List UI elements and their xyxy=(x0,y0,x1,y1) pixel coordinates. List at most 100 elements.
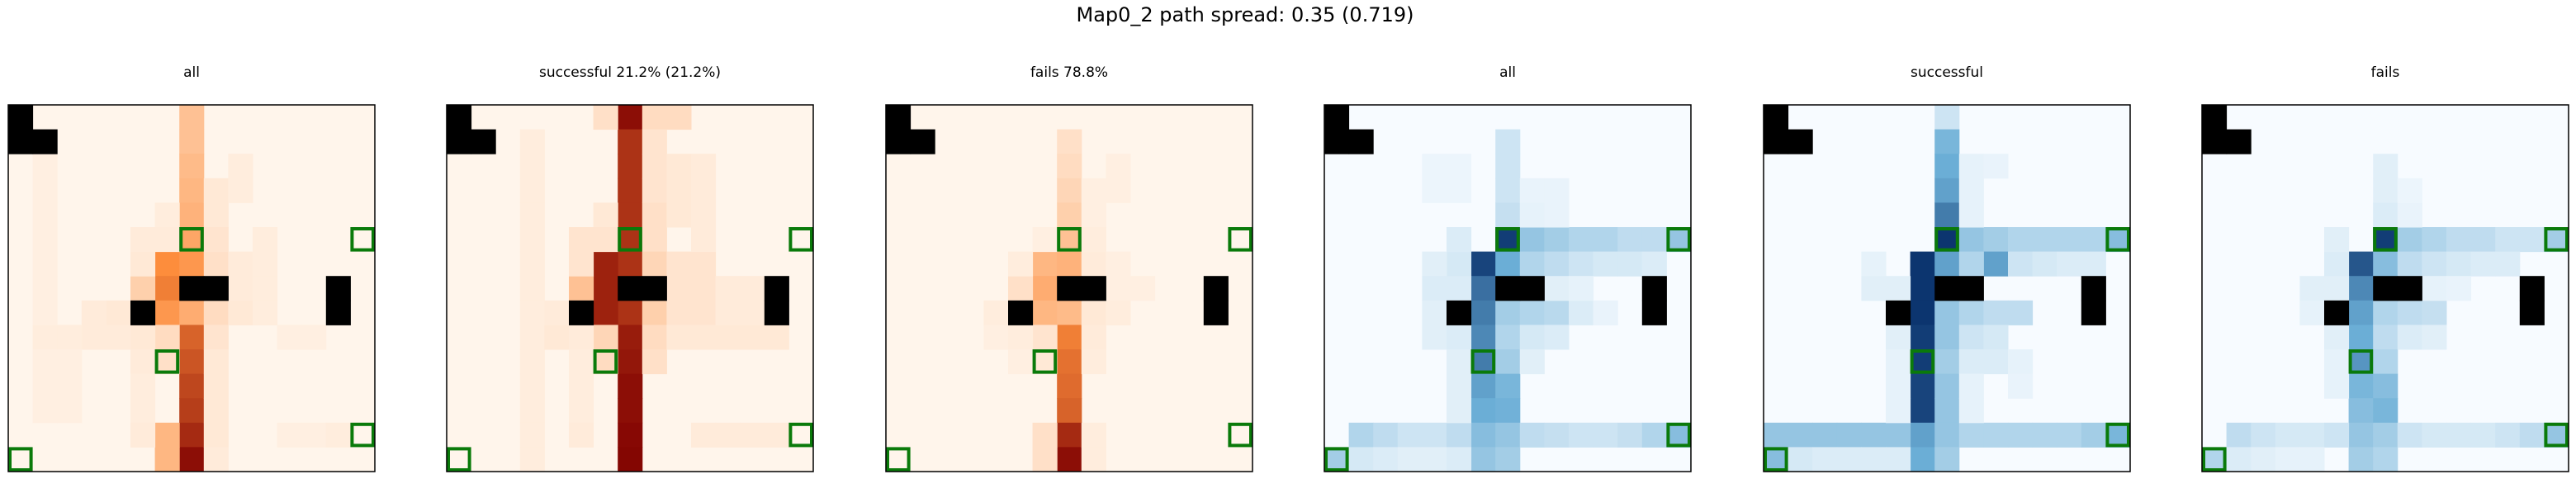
heatmap-cell xyxy=(130,422,156,448)
heatmap-cell xyxy=(1983,300,2009,325)
heatmap-cell xyxy=(154,251,180,277)
heatmap-cell xyxy=(1934,202,1960,228)
heatmap-cell xyxy=(2299,447,2325,472)
heatmap-cell xyxy=(1447,276,1472,301)
heatmap-cell xyxy=(519,251,545,277)
heatmap-cell xyxy=(519,276,545,301)
heatmap-cell xyxy=(203,227,229,253)
heatmap-cell xyxy=(2397,422,2422,448)
heatmap-cell xyxy=(1519,251,1545,277)
heatmap-cell xyxy=(1519,349,1545,375)
heatmap-cell xyxy=(1495,300,1521,325)
heatmap-cell xyxy=(1081,422,1106,448)
heatmap-cell xyxy=(642,202,667,228)
heatmap-cell xyxy=(203,325,229,350)
heatmap-cell xyxy=(1057,227,1082,253)
heatmap-cell xyxy=(1958,178,1984,203)
heatmap-cell xyxy=(1544,276,1570,301)
heatmap-cell xyxy=(1934,227,1960,253)
heatmap-cell xyxy=(2081,422,2106,448)
heatmap-cell xyxy=(2373,154,2398,179)
heatmap-cell xyxy=(740,300,765,325)
heatmap-cell xyxy=(618,325,643,350)
panel-6-heatmap xyxy=(2201,104,2569,472)
heatmap-cell xyxy=(1934,422,1960,448)
wall-cell xyxy=(2519,300,2545,325)
heatmap-cell xyxy=(618,251,643,277)
heatmap-cell xyxy=(179,202,205,228)
heatmap-cell xyxy=(1617,422,1643,448)
heatmap-cell xyxy=(1764,422,1789,448)
heatmap-cell xyxy=(1495,227,1521,253)
heatmap-cell xyxy=(32,325,58,350)
target-marker xyxy=(1057,227,1082,252)
panel-2-heatmap xyxy=(446,104,814,472)
target-marker xyxy=(2105,227,2130,252)
heatmap-cell xyxy=(691,227,717,253)
heatmap-cell xyxy=(544,300,570,325)
heatmap-cell xyxy=(2373,325,2398,350)
wall-cell xyxy=(471,129,496,154)
wall-cell xyxy=(447,129,472,154)
heatmap-cell xyxy=(2373,422,2398,448)
heatmap-cell xyxy=(740,422,765,448)
target-marker xyxy=(350,422,375,448)
heatmap-cell xyxy=(179,227,205,253)
panel-1-heatmap xyxy=(7,104,376,472)
target-marker xyxy=(1470,349,1496,374)
heatmap-cell xyxy=(1934,300,1960,325)
heatmap-cell xyxy=(593,349,618,375)
heatmap-cell xyxy=(1544,227,1570,253)
heatmap-cell xyxy=(569,276,594,301)
heatmap-cell xyxy=(740,276,765,301)
heatmap-cell xyxy=(2373,349,2398,375)
heatmap-cell xyxy=(32,300,58,325)
heatmap-cell xyxy=(1569,251,1594,277)
heatmap-cell xyxy=(2008,251,2034,277)
heatmap-cell xyxy=(1081,300,1106,325)
heatmap-cell xyxy=(2495,227,2521,253)
heatmap-cell xyxy=(1861,251,1887,277)
heatmap-cell xyxy=(1373,447,1399,472)
heatmap-cell xyxy=(519,129,545,154)
heatmap-cell xyxy=(2081,251,2106,277)
heatmap-cell xyxy=(2397,325,2422,350)
heatmap-cell xyxy=(1106,178,1131,203)
heatmap-cell xyxy=(1910,276,1935,301)
wall-cell xyxy=(886,105,912,130)
heatmap-cell xyxy=(2057,251,2082,277)
heatmap-cell xyxy=(1106,300,1131,325)
wall-cell xyxy=(2519,276,2545,301)
heatmap-cell xyxy=(130,373,156,399)
wall-cell xyxy=(1348,129,1374,154)
wall-cell xyxy=(2397,276,2422,301)
heatmap-cell xyxy=(1373,422,1399,448)
heatmap-cell xyxy=(2348,300,2374,325)
heatmap-cell xyxy=(519,422,545,448)
heatmap-cell xyxy=(1934,447,1960,472)
heatmap-cell xyxy=(1422,325,1447,350)
wall-cell xyxy=(1958,276,1984,301)
wall-cell xyxy=(764,276,789,301)
heatmap-cell xyxy=(691,325,717,350)
heatmap-cell xyxy=(519,300,545,325)
heatmap-cell xyxy=(1470,349,1496,375)
wall-cell xyxy=(1641,276,1667,301)
heatmap-cell xyxy=(569,227,594,253)
panel-1-title: all xyxy=(183,64,200,81)
heatmap-cell xyxy=(2275,447,2300,472)
target-marker xyxy=(447,447,471,472)
heatmap-cell xyxy=(666,276,692,301)
heatmap-cell xyxy=(1032,227,1058,253)
heatmap-cell xyxy=(228,178,253,203)
heatmap-cell xyxy=(519,325,545,350)
target-marker xyxy=(8,447,33,472)
wall-cell xyxy=(1641,300,1667,325)
heatmap-cell xyxy=(130,251,156,277)
wall-cell xyxy=(2324,300,2350,325)
heatmap-cell xyxy=(32,398,58,424)
heatmap-cell xyxy=(691,300,717,325)
heatmap-cell xyxy=(1106,251,1131,277)
target-marker xyxy=(1666,227,1691,252)
heatmap-cell xyxy=(2348,325,2374,350)
